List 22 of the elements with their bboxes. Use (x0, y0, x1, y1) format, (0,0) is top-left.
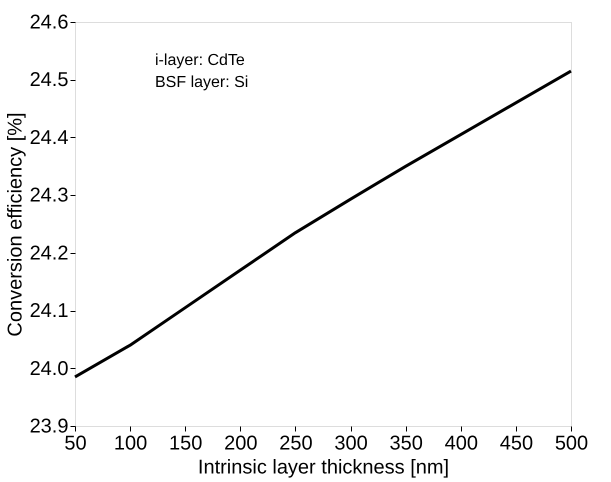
y-tick-label: 24.5 (30, 69, 68, 92)
x-tick-label: 350 (389, 432, 423, 454)
x-tick-label: 300 (334, 432, 368, 454)
x-tick-label: 500 (554, 432, 588, 454)
y-axis-title: Conversion efficiency [%] (4, 112, 27, 337)
y-tick-label: 24.4 (30, 126, 68, 149)
y-tick-label: 24.2 (30, 242, 68, 264)
x-tick-label: 50 (64, 432, 87, 454)
y-tick-label: 24.6 (30, 12, 68, 34)
annotation: i-layer: CdTe (155, 52, 245, 69)
annotation: BSF layer: Si (155, 74, 248, 91)
x-tick-label: 250 (279, 432, 313, 454)
x-tick-label: 150 (169, 432, 202, 454)
x-tick-label: 450 (500, 432, 534, 454)
y-tick-label: 24.1 (30, 300, 68, 322)
x-tick-label: 200 (224, 432, 258, 454)
x-axis-title: Intrinsic layer thickness [nm] (198, 456, 450, 478)
y-tick-label: 24.3 (30, 184, 68, 207)
x-tick-label: 400 (444, 432, 478, 454)
y-tick-label: 24.0 (30, 358, 68, 380)
line-series (74, 70, 572, 378)
x-tick-label: 100 (114, 432, 148, 454)
